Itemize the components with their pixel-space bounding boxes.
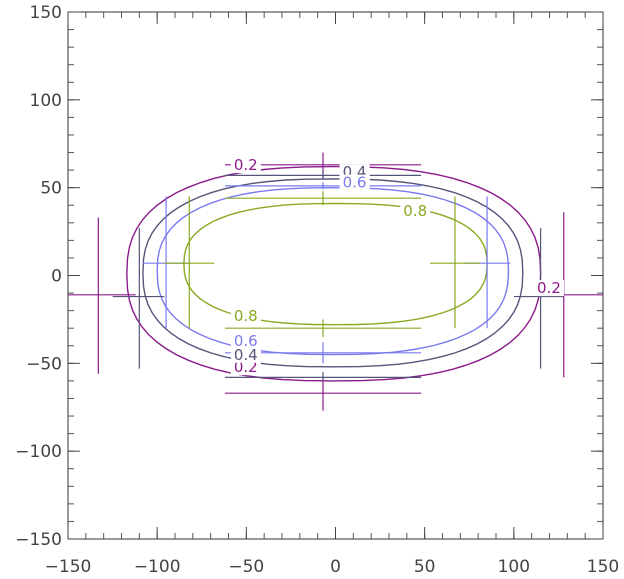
- contour-label-bg: [230, 346, 261, 363]
- contour-0.2: [126, 165, 542, 382]
- contour-label-bg: [400, 202, 431, 219]
- contour-0.8: [183, 202, 488, 326]
- contour-label-0.8: 0.8: [234, 307, 258, 325]
- y-tick-label: −100: [15, 442, 62, 462]
- contour-label-bg: [339, 174, 370, 191]
- contour-0.4: [142, 178, 524, 368]
- contour-label-bg: [230, 308, 261, 325]
- x-tick-label: −100: [134, 557, 181, 577]
- y-tick-label: 50: [40, 179, 62, 199]
- x-tick-label: 150: [587, 557, 619, 577]
- contour-label-0.6: 0.6: [234, 332, 258, 350]
- contour-label-0.2: 0.2: [537, 279, 561, 297]
- y-tick-label: −150: [15, 530, 62, 550]
- contour-label-0.4: 0.4: [234, 346, 258, 364]
- x-tick-label: −150: [45, 557, 92, 577]
- y-tick-label: −50: [26, 354, 62, 374]
- y-tick-label: 0: [51, 267, 62, 287]
- contour-label-0.6: 0.6: [343, 174, 367, 192]
- contour-label-bg: [230, 332, 261, 349]
- y-tick-label: 100: [30, 91, 62, 111]
- major-ticks: [67, 11, 604, 540]
- tick-labels: −150 −100 −50 0 50 100 150 −150 −100 −50 0 50 100 150: [15, 3, 619, 577]
- contour-label-0.2: 0.2: [234, 156, 258, 174]
- x-tick-label: 100: [498, 557, 530, 577]
- x-tick-label: −50: [228, 557, 264, 577]
- contour-label-bg: [230, 359, 261, 376]
- contour-0.6: [156, 186, 510, 356]
- y-tick-label: 150: [30, 3, 62, 23]
- x-tick-label: 0: [330, 557, 341, 577]
- contour-labels: 0.20.20.20.40.40.60.60.80.8: [230, 156, 565, 376]
- x-tick-label: 50: [414, 557, 436, 577]
- contour-label-bg: [534, 280, 565, 297]
- contour-label-bg: [230, 157, 261, 174]
- contour-label-0.8: 0.8: [403, 202, 427, 220]
